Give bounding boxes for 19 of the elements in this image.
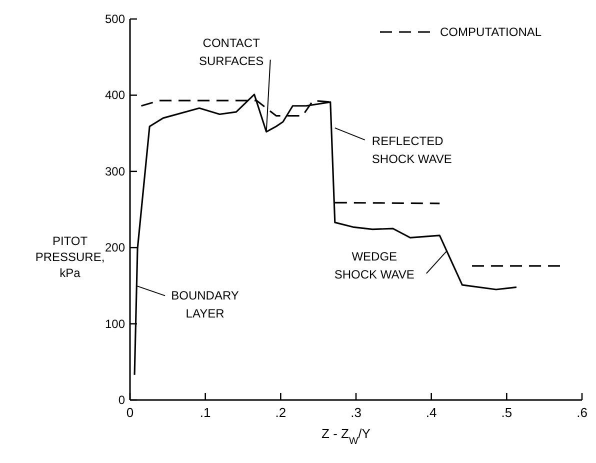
x-tick-label: .4	[426, 405, 437, 420]
x-axis-title: Z - Z$_{W}$/Y	[322, 426, 371, 446]
y-tick-label: 400	[104, 88, 126, 102]
y-tick-label: 200	[104, 240, 126, 255]
y-tick-label: 300	[104, 164, 126, 178]
x-tick-label: .1	[200, 405, 211, 420]
annotation: REFLECTED SHOCK WAVE	[372, 134, 452, 166]
annotation: BOUNDARY LAYER	[171, 288, 239, 321]
y-axis-title: PITOT PRESSURE, kPa	[35, 234, 105, 280]
annotation: CONTACT SURFACES	[199, 36, 264, 68]
x-tick-label: .6	[576, 405, 588, 420]
y-tick-label: 0	[118, 393, 126, 407]
x-tick-label: .2	[275, 405, 286, 420]
annotation: WEDGE SHOCK WAVE	[334, 249, 414, 282]
x-tick-label: .5	[501, 405, 512, 420]
legend-label: COMPUTATIONAL	[440, 25, 542, 39]
y-tick-label: 500	[104, 12, 126, 26]
y-tick-label: 100	[104, 316, 126, 331]
x-tick-label: .3	[350, 405, 362, 420]
